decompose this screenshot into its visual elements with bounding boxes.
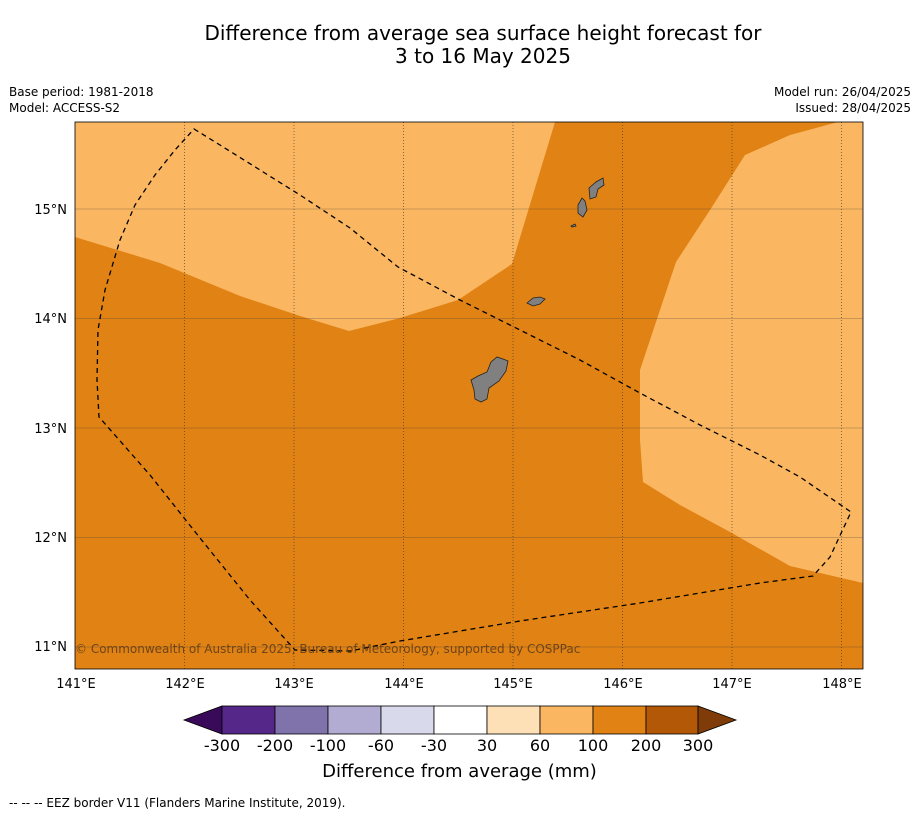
colorbar [182, 705, 738, 735]
lon-label-147: 147°E [712, 677, 752, 692]
cb-tick-8: 200 [631, 736, 662, 755]
region-60-100-east [640, 122, 863, 583]
cb-tick-0: -300 [204, 736, 240, 755]
cb-tick-4: -30 [421, 736, 447, 755]
colorbar-bin-9 [645, 705, 699, 735]
lon-label-145: 145°E [493, 677, 533, 692]
island-rota [526, 296, 546, 307]
cb-tick-3: -60 [368, 736, 394, 755]
title-line-2: 3 to 16 May 2025 [395, 44, 571, 68]
map-border [74, 121, 864, 670]
cb-tick-5: 30 [477, 736, 497, 755]
colorbar-bin-2 [274, 705, 329, 735]
colorbar-bin-4 [380, 705, 435, 735]
meta-left: Base period: 1981-2018 Model: ACCESS-S2 [9, 84, 154, 116]
colorbar-bin-7 [539, 705, 594, 735]
chart-title: Difference from average sea surface heig… [0, 22, 919, 68]
lat-label-14: 14°N [34, 312, 67, 327]
issued-date: Issued: 28/04/2025 [795, 101, 911, 115]
lon-label-148: 148°E [822, 677, 862, 692]
cb-tick-9: 300 [683, 736, 714, 755]
title-line-1: Difference from average sea surface heig… [204, 21, 762, 45]
lon-axis: 141°E 142°E 143°E 144°E 145°E 146°E 147°… [56, 677, 862, 692]
colorbar-title: Difference from average (mm) [322, 761, 597, 782]
island-saipan [588, 177, 605, 200]
cb-tick-7: 100 [578, 736, 609, 755]
colorbar-bin-6 [486, 705, 541, 735]
cb-tick-6: 60 [530, 736, 550, 755]
eez-footnote: -- -- -- EEZ border V11 (Flanders Marine… [9, 796, 346, 810]
colorbar-ticks: -300 -200 -100 -60 -30 30 60 100 200 300 [204, 736, 713, 755]
lat-axis: 15°N 14°N 13°N 12°N 11°N [34, 203, 67, 655]
island-tinian [577, 197, 588, 218]
cb-tick-1: -200 [257, 736, 293, 755]
lat-label-13: 13°N [34, 422, 67, 437]
cb-tick-2: -100 [310, 736, 346, 755]
lon-label-141: 141°E [56, 677, 96, 692]
graticule [75, 122, 863, 669]
model-run: Model run: 26/04/2025 [773, 85, 911, 99]
colorbar-extend-high [697, 705, 738, 735]
lon-label-143: 143°E [274, 677, 314, 692]
copyright-text: © Commonwealth of Australia 2025, Bureau… [75, 642, 580, 656]
island-guam [470, 356, 509, 403]
colorbar-bin-5 [433, 705, 488, 735]
lat-label-12: 12°N [34, 531, 67, 546]
eez-border [96, 128, 852, 652]
model-name: Model: ACCESS-S2 [9, 101, 121, 115]
lon-label-144: 144°E [384, 677, 424, 692]
map-plot-area: © Commonwealth of Australia 2025, Bureau… [75, 122, 863, 669]
colorbar-extend-low [182, 705, 223, 735]
islands [470, 177, 605, 403]
meta-right: Model run: 26/04/2025 Issued: 28/04/2025 [774, 84, 911, 116]
lon-label-142: 142°E [165, 677, 205, 692]
colorbar-bin-3 [327, 705, 382, 735]
lat-label-11: 11°N [34, 640, 67, 655]
base-period: Base period: 1981-2018 [9, 85, 154, 99]
colorbar-bin-8 [592, 705, 647, 735]
colorbar-bin-1 [221, 705, 276, 735]
lon-label-146: 146°E [603, 677, 643, 692]
region-60-100-northwest [75, 122, 555, 331]
island-aguijan [570, 223, 577, 228]
lat-label-15: 15°N [34, 203, 67, 218]
